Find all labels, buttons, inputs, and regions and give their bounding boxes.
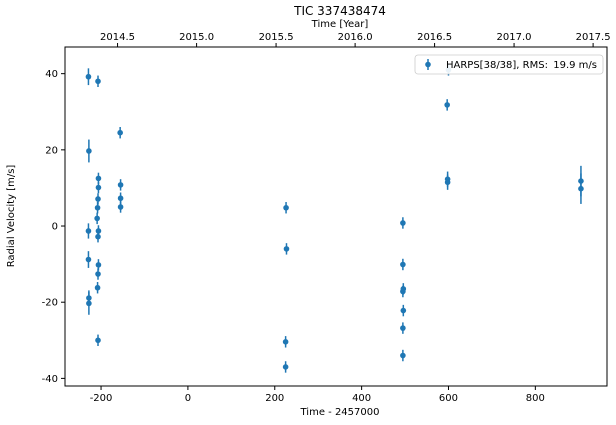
data-point	[282, 364, 289, 370]
data-point	[117, 204, 124, 210]
y-axis-label: Radial Velocity [m/s]	[6, 165, 17, 268]
data-point	[95, 196, 101, 202]
chart-title: TIC 337438474	[293, 4, 386, 18]
y-tick-label: -40	[42, 374, 58, 385]
data-point	[94, 204, 101, 211]
data-point	[283, 204, 289, 211]
x-axis-label: Time - 2457000	[300, 407, 380, 418]
data-point	[86, 300, 92, 307]
top-x-tick-label: 2015.5	[259, 32, 294, 43]
data-point	[578, 185, 584, 192]
data-point	[400, 220, 406, 226]
data-point	[117, 182, 124, 188]
plot-frame	[64, 46, 608, 387]
top-x-tick-label: 2014.5	[100, 32, 135, 43]
top-x-axis: 2014.5 2015.0 2015.5 2016.0 2016.5 2017.0 2017…	[100, 32, 611, 47]
data-point	[95, 271, 101, 277]
y-tick-label: 40	[45, 69, 58, 80]
x-tick-label: 800	[526, 393, 545, 404]
data-point	[95, 262, 102, 268]
data-point	[444, 179, 451, 186]
data-point	[400, 261, 406, 268]
top-x-tick-label: 2017.5	[576, 32, 611, 43]
x-tick-label: 400	[352, 393, 371, 404]
top-x-tick-label: 2016.5	[417, 32, 452, 43]
data-point	[400, 352, 406, 359]
y-tick-label: 20	[45, 145, 58, 156]
data-point	[86, 148, 92, 154]
legend: HARPS[38/38], RMS: 19.9 m/s	[414, 54, 604, 75]
data-point	[85, 73, 92, 80]
data-point	[94, 215, 100, 222]
data-point	[94, 284, 101, 291]
data-point	[400, 288, 406, 295]
top-x-tick-label: 2015.0	[179, 32, 214, 43]
legend-rms-value: 19.9 m/s	[553, 60, 597, 71]
x-tick-label: 0	[185, 393, 191, 404]
data-point	[95, 175, 102, 182]
legend-box	[414, 54, 604, 75]
data-point	[400, 325, 406, 331]
x-axis: -200 0 200 400 600 800	[90, 386, 545, 404]
y-tick-label: 0	[52, 222, 58, 233]
data-point	[95, 78, 101, 85]
data-point	[85, 256, 92, 263]
data-point	[117, 129, 123, 136]
data-point	[117, 195, 124, 202]
data-point	[444, 102, 450, 108]
data-points	[85, 64, 584, 373]
data-point	[85, 228, 92, 234]
data-point	[283, 246, 290, 252]
data-point	[282, 339, 289, 345]
y-tick-label: -20	[42, 298, 58, 309]
data-point	[95, 233, 101, 240]
data-point	[95, 184, 102, 191]
top-x-tick-label: 2017.0	[497, 32, 532, 43]
legend-marker	[425, 61, 431, 68]
legend-label: HARPS[38/38], RMS:	[446, 60, 548, 71]
x-tick-label: 600	[439, 393, 458, 404]
top-x-tick-label: 2016.0	[338, 32, 373, 43]
data-point	[95, 337, 101, 344]
x-tick-label: -200	[90, 393, 113, 404]
y-axis: -40 -20 0 20 40	[42, 69, 65, 385]
data-point	[400, 307, 407, 314]
x-tick-label: 200	[265, 393, 284, 404]
top-x-axis-label: Time [Year]	[311, 19, 369, 30]
